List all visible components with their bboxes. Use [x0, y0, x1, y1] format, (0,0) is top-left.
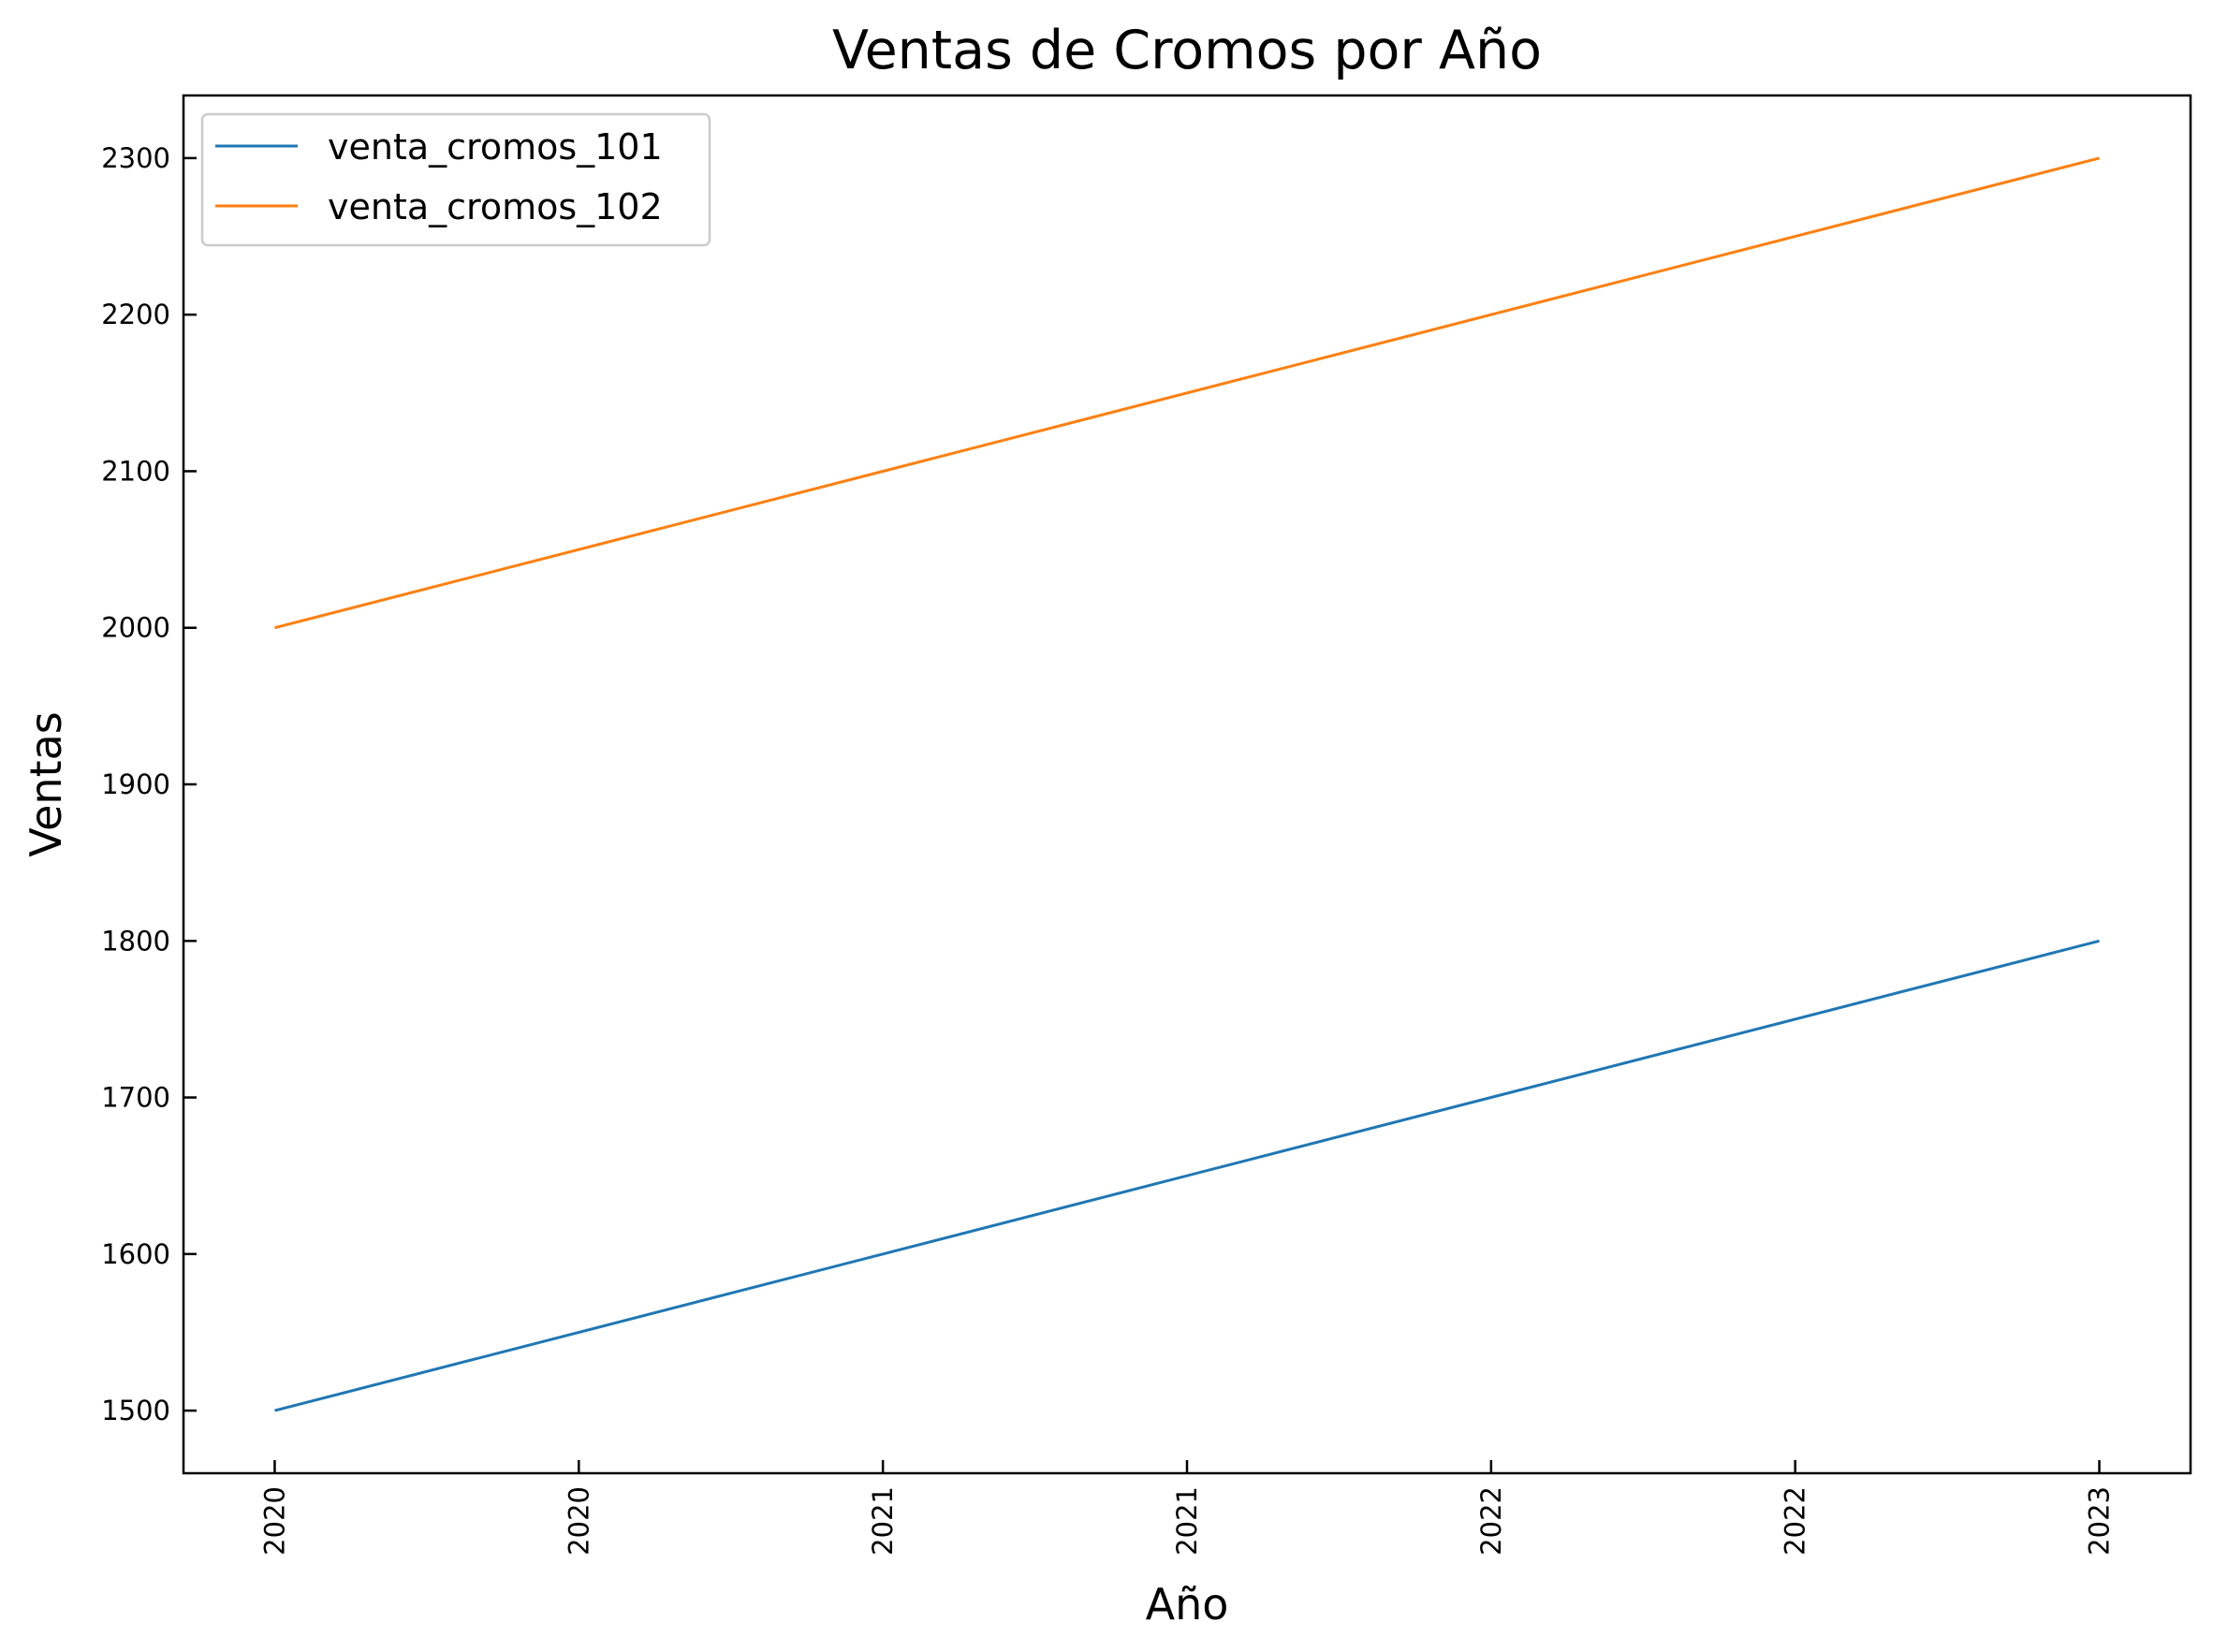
- x-tick-label: 2020: [258, 1486, 290, 1556]
- y-tick-label: 1900: [101, 768, 170, 800]
- x-tick-label: 2023: [2084, 1486, 2116, 1556]
- y-tick-label: 1600: [101, 1238, 170, 1270]
- x-tick-label: 2022: [1780, 1486, 1811, 1556]
- y-tick-label: 1700: [101, 1082, 170, 1114]
- y-tick-label: 1500: [101, 1395, 170, 1426]
- chart-title: Ventas de Cromos por Año: [832, 20, 1542, 81]
- y-tick-label: 1800: [101, 925, 170, 957]
- legend-box: [200, 112, 711, 247]
- series-line-1: [274, 939, 2100, 1412]
- plot-area: [274, 156, 2100, 1412]
- y-axis: 1500 1600 1700 1800 1900 2000 2100 2200 2300: [101, 142, 197, 1426]
- x-axis: 2020 2020 2021 2021 2022 2022 2023: [258, 1460, 2116, 1556]
- y-tick-label: 2000: [101, 612, 170, 644]
- legend-label-102: venta_cromos_102: [328, 186, 663, 227]
- series-line-2: [274, 156, 2100, 630]
- legend: venta_cromos_101 venta_cromos_102: [200, 112, 711, 247]
- y-tick-label: 2100: [101, 455, 170, 487]
- y-axis-title: Ventas: [21, 711, 71, 857]
- y-tick-label: 2300: [101, 142, 170, 174]
- x-tick-label: 2022: [1475, 1486, 1507, 1556]
- x-axis-title: Año: [1146, 1579, 1229, 1630]
- legend-label-101: venta_cromos_101: [328, 126, 663, 168]
- x-tick-label: 2021: [867, 1486, 899, 1556]
- y-tick-label: 2200: [101, 299, 170, 330]
- x-tick-label: 2020: [563, 1486, 594, 1556]
- x-tick-label: 2021: [1171, 1486, 1203, 1556]
